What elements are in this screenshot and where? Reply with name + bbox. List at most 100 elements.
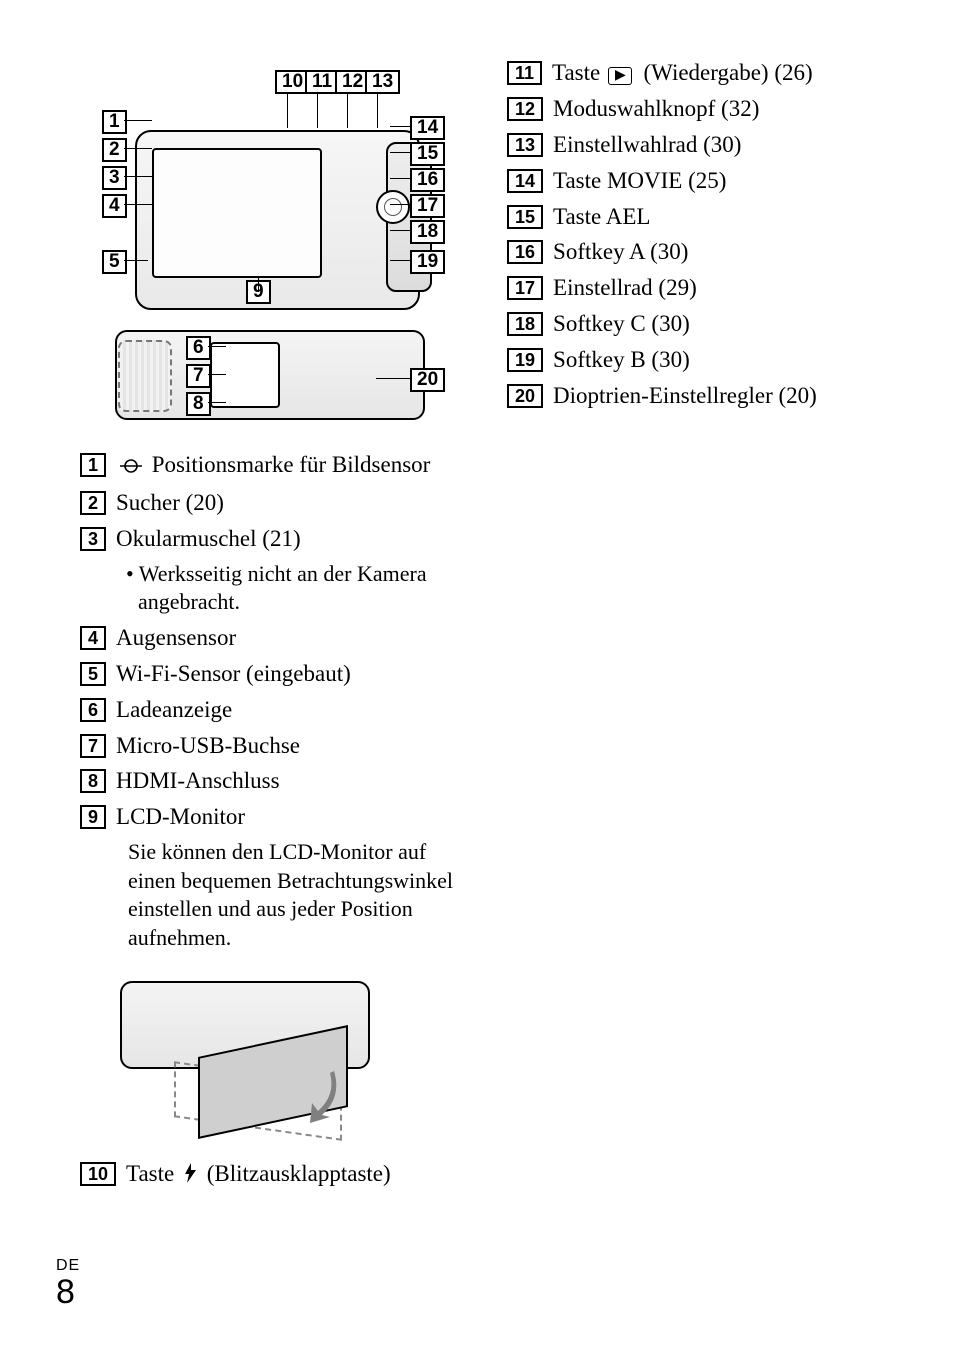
callout-14: 14 bbox=[410, 116, 445, 140]
list-item: 3 Okularmuschel (21) bbox=[80, 524, 477, 554]
list-item: 10 Taste (Blitzausklapptaste) bbox=[80, 1159, 477, 1191]
callout-20: 20 bbox=[410, 368, 445, 392]
callout-17: 17 bbox=[410, 194, 445, 218]
leader-line bbox=[258, 278, 259, 292]
right-parts-list: 11 Taste ▶ (Wiedergabe) (26) 12Moduswahlkn… bbox=[507, 58, 904, 411]
leader-line bbox=[317, 92, 318, 128]
lcd-tilt-diagram bbox=[120, 971, 390, 1151]
item-number: 11 bbox=[507, 61, 542, 85]
item-number: 13 bbox=[507, 133, 543, 157]
item-number: 17 bbox=[507, 276, 543, 300]
list-item: 8 HDMI-Anschluss bbox=[80, 766, 477, 796]
leader-line bbox=[390, 126, 410, 127]
list-item: 9LCD-Monitor bbox=[80, 802, 477, 832]
callout-4: 4 bbox=[102, 194, 127, 218]
item-number: 14 bbox=[507, 169, 543, 193]
leader-line bbox=[390, 260, 410, 261]
callout-3: 3 bbox=[102, 166, 127, 190]
list-item: 14 Taste MOVIE (25) bbox=[507, 166, 904, 196]
callout-18: 18 bbox=[410, 220, 445, 244]
play-icon: ▶ bbox=[608, 67, 632, 85]
item-number: 19 bbox=[507, 348, 543, 372]
leader-line bbox=[377, 92, 378, 128]
item-text: Sucher (20) bbox=[116, 488, 477, 518]
list-item: 11 Taste ▶ (Wiedergabe) (26) bbox=[507, 58, 904, 88]
item-number: 2 bbox=[80, 491, 106, 515]
item-text: Einstellwahlrad (30) bbox=[553, 130, 904, 160]
list-item: 5Wi-Fi-Sensor (eingebaut) bbox=[80, 659, 477, 689]
leader-line bbox=[208, 374, 226, 375]
leader-line bbox=[390, 204, 410, 205]
page: 1011121312345141516171819209678 1 Positi… bbox=[0, 0, 954, 1196]
left-list-after-tilt: 10 Taste (Blitzausklapptaste) bbox=[80, 1159, 477, 1191]
item-text: Micro-USB-Buchse bbox=[116, 731, 477, 761]
left-column: 1011121312345141516171819209678 1 Positi… bbox=[80, 50, 477, 1196]
item-sub-bullet: • Werksseitig nicht an der Kamera angebr… bbox=[80, 560, 477, 617]
item-text: Ladeanzeige bbox=[116, 695, 477, 725]
callout-13: 13 bbox=[365, 70, 400, 94]
leader-line bbox=[390, 178, 410, 179]
lens-outline bbox=[118, 340, 172, 412]
callout-7: 7 bbox=[186, 364, 211, 388]
camera-lcd bbox=[152, 148, 322, 278]
page-footer: DE 8 bbox=[56, 1257, 80, 1309]
item-text: Moduswahlknopf (32) bbox=[553, 94, 904, 124]
list-item: 13 Einstellwahlrad (30) bbox=[507, 130, 904, 160]
control-dial bbox=[376, 190, 410, 224]
item-number: 6 bbox=[80, 698, 106, 722]
callout-8: 8 bbox=[186, 392, 211, 416]
list-item: 6 Ladeanzeige bbox=[80, 695, 477, 725]
leader-line bbox=[208, 402, 226, 403]
sensor-plane-icon bbox=[120, 452, 142, 482]
item-number: 20 bbox=[507, 384, 543, 408]
item-text: Dioptrien-Einstellregler (20) bbox=[553, 381, 904, 411]
leader-line bbox=[208, 346, 226, 347]
item-number: 18 bbox=[507, 312, 543, 336]
left-parts-list: 1 Positionsmarke für Bildsensor 2 Sucher (… bbox=[80, 450, 477, 953]
list-item: 19 Softkey B (30) bbox=[507, 345, 904, 375]
callout-2: 2 bbox=[102, 138, 127, 162]
list-item: 2 Sucher (20) bbox=[80, 488, 477, 518]
item-number: 15 bbox=[507, 205, 543, 229]
item-text: Softkey C (30) bbox=[553, 309, 904, 339]
page-number: 8 bbox=[56, 1275, 80, 1309]
callout-16: 16 bbox=[410, 168, 445, 192]
item-text: Taste ▶ (Wiedergabe) (26) bbox=[552, 58, 904, 88]
list-item: 16Softkey A (30) bbox=[507, 237, 904, 267]
item-sub-text: Sie können den LCD-Monitor auf einen beq… bbox=[80, 838, 477, 952]
item-text: Okularmuschel (21) bbox=[116, 524, 477, 554]
item-number: 7 bbox=[80, 734, 106, 758]
leader-line bbox=[124, 120, 152, 121]
item-text: Augensensor bbox=[116, 623, 477, 653]
item-text: HDMI-Anschluss bbox=[116, 766, 477, 796]
leader-line bbox=[347, 92, 348, 128]
list-item: 15Taste AEL bbox=[507, 202, 904, 232]
callout-6: 6 bbox=[186, 336, 211, 360]
list-item: 12Moduswahlknopf (32) bbox=[507, 94, 904, 124]
list-item: 17Einstellrad (29) bbox=[507, 273, 904, 303]
item-text: Softkey B (30) bbox=[553, 345, 904, 375]
callout-19: 19 bbox=[410, 250, 445, 274]
leader-line bbox=[376, 378, 410, 379]
item-number: 3 bbox=[80, 527, 106, 551]
port-cover bbox=[210, 342, 280, 408]
leader-line bbox=[124, 148, 152, 149]
leader-line bbox=[287, 92, 288, 128]
item-number: 1 bbox=[80, 453, 106, 477]
item-number: 10 bbox=[80, 1162, 116, 1186]
leader-line bbox=[124, 204, 152, 205]
item-number: 8 bbox=[80, 769, 106, 793]
leader-line bbox=[390, 152, 410, 153]
camera-diagram: 1011121312345141516171819209678 bbox=[90, 50, 430, 430]
list-item: 20 Dioptrien-Einstellregler (20) bbox=[507, 381, 904, 411]
callout-11: 11 bbox=[305, 70, 339, 94]
callout-1: 1 bbox=[102, 110, 127, 134]
item-text: Taste MOVIE (25) bbox=[553, 166, 904, 196]
list-item: 18 Softkey C (30) bbox=[507, 309, 904, 339]
leader-line bbox=[124, 176, 152, 177]
item-number: 5 bbox=[80, 662, 106, 686]
item-number: 16 bbox=[507, 240, 543, 264]
list-item: 1 Positionsmarke für Bildsensor bbox=[80, 450, 477, 482]
flash-icon bbox=[184, 1161, 197, 1191]
right-column: 11 Taste ▶ (Wiedergabe) (26) 12Moduswahlkn… bbox=[507, 50, 904, 1196]
